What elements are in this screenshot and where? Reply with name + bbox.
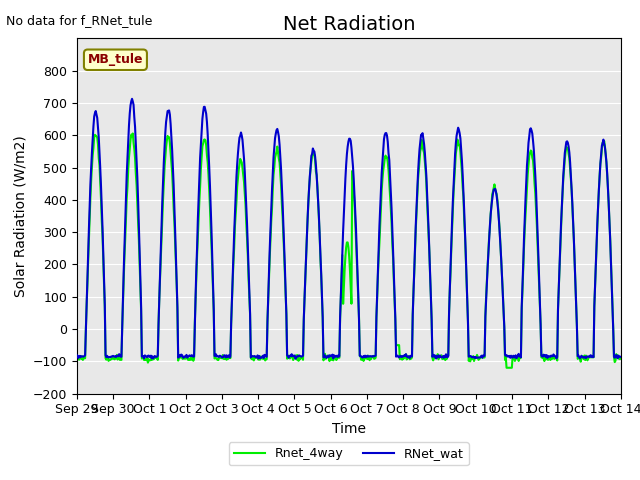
RNet_wat [433, 356, 440, 361]
Rnet_4way [140, 355, 147, 361]
X-axis label: Time: Time [332, 422, 366, 436]
Rnet_4way [223, 354, 231, 360]
Rnet_4way [195, 215, 202, 221]
RNet_wat [292, 356, 300, 361]
Legend: Rnet_4way, RNet_wat: Rnet_4way, RNet_wat [229, 443, 468, 466]
Rnet_4way [83, 302, 90, 308]
Rnet_4way [431, 355, 439, 361]
Y-axis label: Solar Radiation (W/m2): Solar Radiation (W/m2) [13, 135, 27, 297]
RNet_wat [223, 354, 231, 360]
RNet_wat [195, 195, 202, 201]
RNet_wat [128, 96, 136, 102]
RNet_wat [617, 354, 625, 360]
Text: No data for f_RNet_tule: No data for f_RNet_tule [6, 14, 153, 27]
Rnet_4way [502, 365, 510, 371]
Rnet_4way [73, 357, 81, 363]
Rnet_4way [617, 355, 625, 360]
RNet_wat [140, 353, 147, 359]
RNet_wat [73, 352, 81, 358]
Rnet_4way [129, 131, 136, 136]
RNet_wat [417, 139, 424, 144]
RNet_wat [83, 299, 90, 304]
Title: Net Radiation: Net Radiation [282, 15, 415, 34]
Rnet_4way [416, 156, 424, 162]
Text: MB_tule: MB_tule [88, 53, 143, 66]
Line: RNet_wat: RNet_wat [77, 99, 621, 359]
Line: Rnet_4way: Rnet_4way [77, 133, 621, 368]
